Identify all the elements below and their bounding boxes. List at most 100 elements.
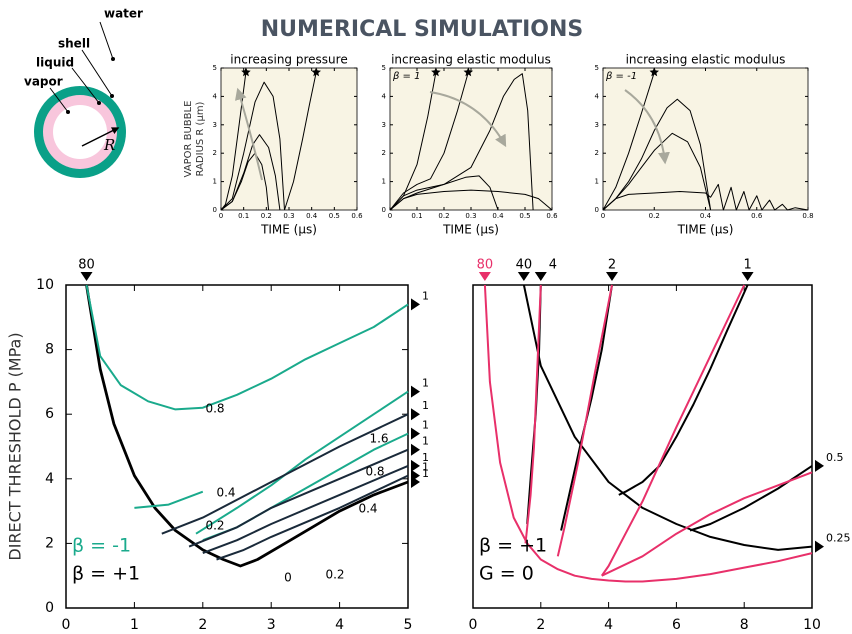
line xyxy=(483,284,813,583)
y-tick-label: 1 xyxy=(382,178,386,186)
trend-arrow xyxy=(235,87,263,181)
chart-title: increasing pressure xyxy=(230,53,347,67)
start-label: 4 xyxy=(549,258,557,273)
end-label: 1 xyxy=(422,461,429,474)
end-label: 1 xyxy=(422,435,429,448)
x-tick-label: 0.3 xyxy=(283,212,294,220)
line xyxy=(602,183,809,211)
trend-arrow xyxy=(624,89,670,165)
start-label: 1 xyxy=(743,258,751,273)
radius-arrow xyxy=(81,127,120,147)
y-tick-label: 0 xyxy=(595,206,599,214)
star-marker xyxy=(311,67,321,77)
x-tick-label: 0 xyxy=(601,212,605,220)
x-axis-label: TIME (μs) xyxy=(260,223,317,237)
y-tick-label: 10 xyxy=(36,277,54,293)
x-tick-label: 0.5 xyxy=(519,212,530,220)
x-tick-label: 0.3 xyxy=(465,212,476,220)
line xyxy=(389,189,553,211)
chart-title: increasing elastic modulus xyxy=(391,53,551,67)
curve-label: 0.8 xyxy=(365,465,384,479)
bubble-diagram: R water shell liquid vapor xyxy=(24,7,143,178)
start-marker xyxy=(478,272,491,281)
end-label: 1 xyxy=(422,289,429,302)
x-tick-label: 0.4 xyxy=(700,212,712,220)
leader-dot xyxy=(97,101,101,105)
start-marker xyxy=(534,272,547,281)
legend-text: β = +1 xyxy=(479,535,547,557)
end-marker xyxy=(815,540,824,553)
line xyxy=(524,284,542,544)
chart-title: increasing elastic modulus xyxy=(626,53,786,67)
line xyxy=(134,490,204,509)
label-vapor: vapor xyxy=(24,75,63,89)
x-tick-label: 0.1 xyxy=(238,212,249,220)
leader-lines xyxy=(49,21,114,113)
plot-area xyxy=(602,67,809,211)
x-tick-label: 0.4 xyxy=(306,212,318,220)
end-label: 1 xyxy=(422,377,429,390)
x-tick-label: 0 xyxy=(219,212,223,220)
start-label: 80 xyxy=(78,258,95,273)
y-axis-label: DIRECT THRESHOLD P (MPa) xyxy=(6,332,25,560)
line xyxy=(602,98,712,211)
end-label: 0.25 xyxy=(826,532,851,545)
label-shell: shell xyxy=(58,37,90,51)
end-marker xyxy=(411,469,420,482)
curve-label: 0 xyxy=(284,571,292,585)
end-marker xyxy=(815,459,824,472)
start-marker xyxy=(517,272,530,281)
end-label: 1 xyxy=(422,451,429,464)
plot-area xyxy=(220,67,358,211)
y-tick-label: 6 xyxy=(45,406,54,422)
line xyxy=(220,81,285,211)
line xyxy=(602,72,655,211)
curve-label: 1.6 xyxy=(369,432,388,446)
line xyxy=(522,284,813,551)
end-label: 0.5 xyxy=(826,451,844,464)
start-marker xyxy=(605,272,618,281)
x-tick-label: 0.5 xyxy=(329,212,340,220)
y-tick-label: 5 xyxy=(382,64,386,72)
label-water: water xyxy=(104,7,143,21)
vapor xyxy=(53,105,107,159)
x-axis-label: TIME (μs) xyxy=(442,223,499,237)
chart-4: 0 2 4 6 8 10 40 0.25 4 2 1 0.5 80 β = +1 G = 0 xyxy=(469,258,851,634)
line xyxy=(389,73,534,211)
curve-label: 0.8 xyxy=(205,402,224,416)
legend-text: β = -1 xyxy=(72,535,131,557)
x-tick-label: 4 xyxy=(604,617,613,633)
plot-area xyxy=(65,284,409,609)
curve-label: 0.2 xyxy=(325,568,344,582)
y-axis-label: VAPOR BUBBLE xyxy=(183,101,194,178)
trend-arrows xyxy=(235,87,670,181)
line xyxy=(556,284,613,557)
radius-label: R xyxy=(103,136,115,154)
end-label: 1 xyxy=(422,467,429,480)
x-tick-label: 1 xyxy=(130,617,139,633)
x-tick-label: 0.2 xyxy=(261,212,272,220)
y-tick-label: 3 xyxy=(595,121,599,129)
x-tick-label: 4 xyxy=(335,617,344,633)
end-marker xyxy=(411,443,420,456)
line xyxy=(216,474,409,561)
y-tick-label: 1 xyxy=(595,178,599,186)
end-marker xyxy=(411,385,420,398)
x-tick-label: 0.1 xyxy=(411,212,422,220)
end-label: 1 xyxy=(422,419,429,432)
legend-text: β = +1 xyxy=(72,563,140,585)
annotation: β = 1 xyxy=(392,71,420,82)
end-marker xyxy=(411,298,420,311)
y-tick-label: 0 xyxy=(213,206,217,214)
chart-0: increasing pressure 0 0.1 0.2 0.3 0.4 0.5 0.6 0 1… xyxy=(183,53,363,237)
y-tick-label: 4 xyxy=(595,92,600,100)
y-tick-label: 2 xyxy=(382,149,386,157)
label-liquid: liquid xyxy=(36,56,74,70)
line xyxy=(220,152,270,211)
x-tick-label: 0.6 xyxy=(351,212,363,220)
x-tick-label: 2 xyxy=(198,617,207,633)
chart-2: increasing elastic modulus β = -1 0 0.2 0.4 0… xyxy=(595,53,814,237)
line xyxy=(85,284,409,411)
y-tick-label: 8 xyxy=(45,342,54,358)
